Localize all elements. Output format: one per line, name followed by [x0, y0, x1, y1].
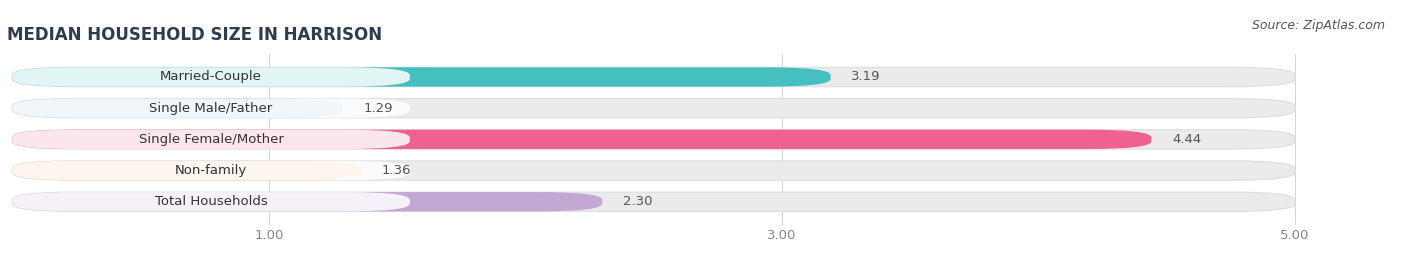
Text: Total Households: Total Households	[155, 195, 267, 208]
Text: Single Female/Mother: Single Female/Mother	[139, 133, 284, 146]
Text: MEDIAN HOUSEHOLD SIZE IN HARRISON: MEDIAN HOUSEHOLD SIZE IN HARRISON	[7, 26, 382, 44]
Text: 1.36: 1.36	[381, 164, 411, 177]
FancyBboxPatch shape	[13, 99, 1295, 118]
FancyBboxPatch shape	[13, 67, 831, 87]
FancyBboxPatch shape	[13, 130, 411, 149]
FancyBboxPatch shape	[13, 130, 1295, 149]
FancyBboxPatch shape	[13, 161, 1295, 180]
Text: 1.29: 1.29	[364, 102, 394, 115]
FancyBboxPatch shape	[13, 99, 411, 118]
Text: Non-family: Non-family	[174, 164, 247, 177]
FancyBboxPatch shape	[13, 192, 1295, 211]
FancyBboxPatch shape	[13, 161, 411, 180]
FancyBboxPatch shape	[13, 99, 343, 118]
FancyBboxPatch shape	[13, 192, 602, 211]
Text: Married-Couple: Married-Couple	[160, 70, 262, 84]
Text: 4.44: 4.44	[1173, 133, 1201, 146]
FancyBboxPatch shape	[13, 67, 1295, 87]
Text: 3.19: 3.19	[851, 70, 880, 84]
Text: 2.30: 2.30	[623, 195, 652, 208]
FancyBboxPatch shape	[13, 67, 411, 87]
Text: Source: ZipAtlas.com: Source: ZipAtlas.com	[1251, 19, 1385, 32]
FancyBboxPatch shape	[13, 192, 411, 211]
FancyBboxPatch shape	[13, 130, 1152, 149]
Text: Single Male/Father: Single Male/Father	[149, 102, 273, 115]
FancyBboxPatch shape	[13, 161, 361, 180]
